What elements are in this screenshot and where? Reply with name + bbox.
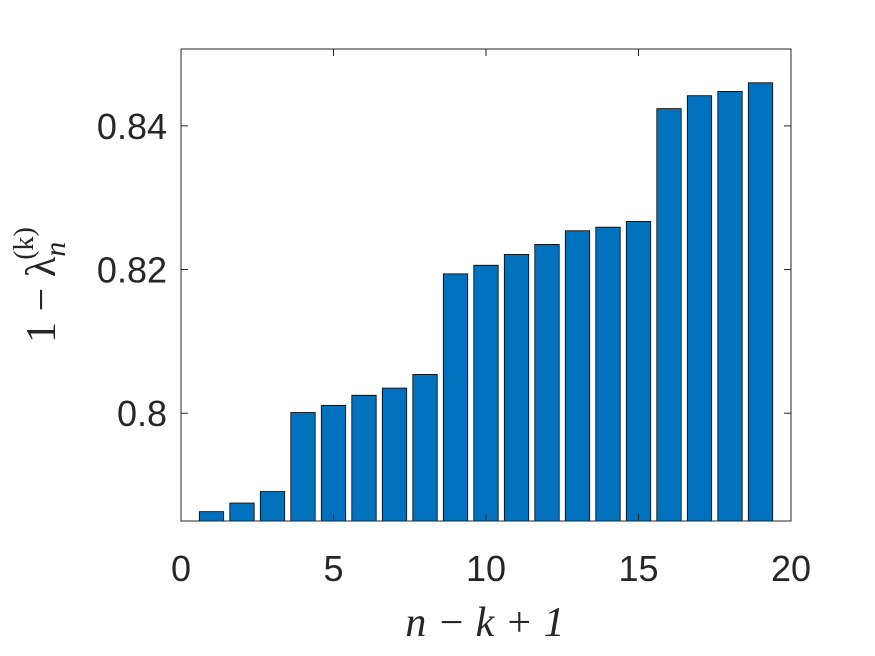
bar <box>534 244 560 522</box>
y-tick-label: 0.84 <box>97 106 167 147</box>
bar <box>564 230 591 522</box>
bar <box>686 95 713 522</box>
y-label-sup: (k) <box>9 227 40 260</box>
x-tick-label: 0 <box>171 548 191 589</box>
bar <box>412 374 438 522</box>
bar <box>320 404 347 522</box>
bar <box>351 394 377 522</box>
x-axis-label: n − k + 1 <box>405 600 564 646</box>
bar <box>259 491 286 522</box>
bar <box>290 412 316 522</box>
bar <box>595 226 621 522</box>
bar <box>442 273 469 522</box>
x-tick-label: 10 <box>466 548 506 589</box>
bar <box>717 90 743 522</box>
bar <box>656 108 682 522</box>
bar <box>747 82 774 522</box>
y-tick-label: 0.82 <box>97 250 167 291</box>
bar <box>473 264 499 522</box>
y-tick-label: 0.8 <box>117 393 167 434</box>
x-tick-label: 20 <box>771 548 811 589</box>
bar <box>381 387 408 522</box>
bar <box>503 254 530 522</box>
x-tick-label: 15 <box>618 548 658 589</box>
bar <box>198 511 225 522</box>
bar <box>229 502 255 522</box>
bar <box>625 221 652 522</box>
x-tick-label: 5 <box>323 548 343 589</box>
y-axis-label: 1 − λn(k) <box>9 227 72 343</box>
y-label-base: 1 − λ <box>19 256 65 343</box>
y-label-sub: n <box>39 242 72 257</box>
